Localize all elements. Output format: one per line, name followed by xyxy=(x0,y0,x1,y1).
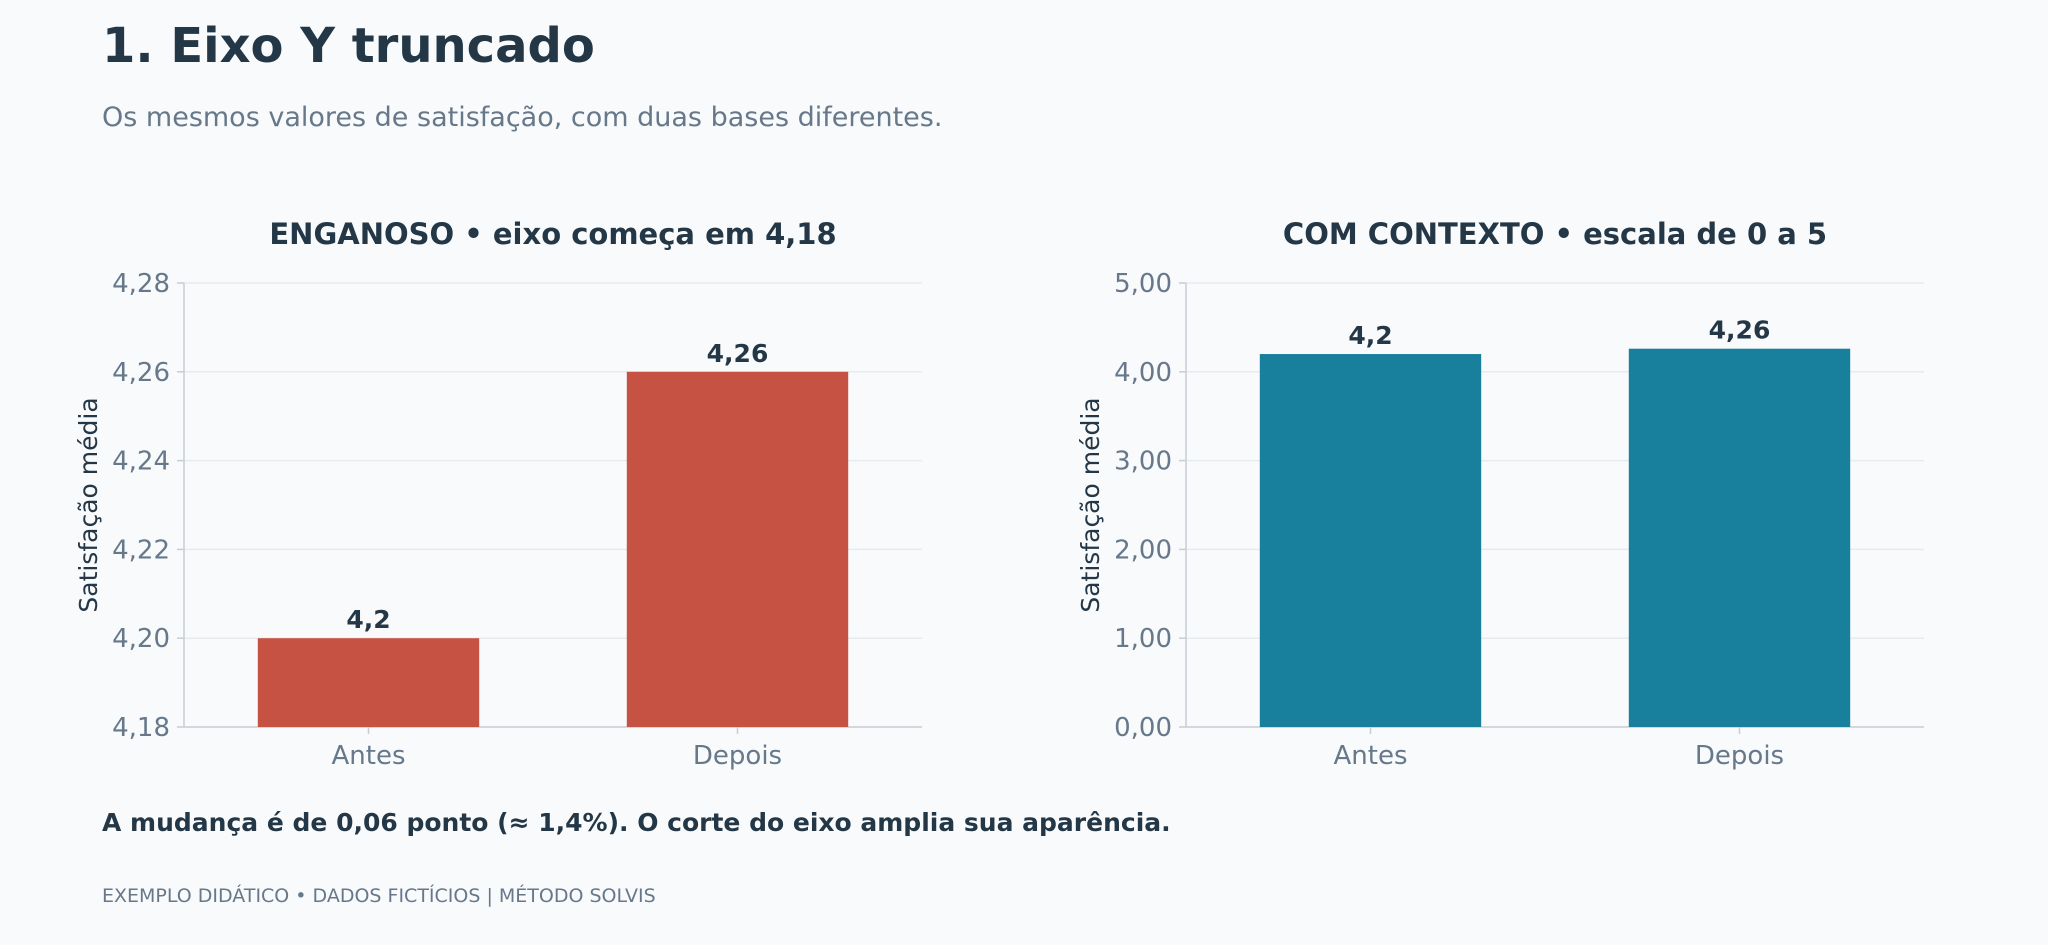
page-subtitle: Os mesmos valores de satisfação, com dua… xyxy=(102,102,943,133)
chart-title: COM CONTEXTO • escala de 0 a 5 xyxy=(1283,217,1827,251)
y-tick-label: 4,24 xyxy=(112,447,170,477)
footer-credit: EXEMPLO DIDÁTICO • DADOS FICTÍCIOS | MÉT… xyxy=(102,885,656,907)
page-title: 1. Eixo Y truncado xyxy=(102,18,595,74)
conclusion-note: A mudança é de 0,06 ponto (≈ 1,4%). O co… xyxy=(102,808,1171,837)
bar-value-label: 4,2 xyxy=(1348,321,1392,350)
bar-antes xyxy=(1259,354,1482,727)
y-tick-label: 5,00 xyxy=(1114,269,1172,299)
y-tick-label: 4,18 xyxy=(112,713,170,743)
y-tick-label: 4,20 xyxy=(112,624,170,654)
y-tick-label: 2,00 xyxy=(1114,535,1172,565)
bar-depois xyxy=(1628,348,1851,727)
x-tick-label: Depois xyxy=(693,741,782,771)
y-tick-label: 4,26 xyxy=(112,358,170,388)
y-tick-label: 4,28 xyxy=(112,269,170,299)
bar-depois xyxy=(626,371,849,727)
x-tick-label: Antes xyxy=(331,741,405,771)
bar-value-label: 4,2 xyxy=(346,605,390,634)
y-tick-label: 1,00 xyxy=(1114,624,1172,654)
y-tick-label: 0,00 xyxy=(1114,713,1172,743)
y-tick-label: 4,00 xyxy=(1114,358,1172,388)
bar-antes xyxy=(257,638,480,727)
y-axis-label: Satisfação média xyxy=(74,397,103,612)
y-tick-label: 3,00 xyxy=(1114,447,1172,477)
chart-title: ENGANOSO • eixo começa em 4,18 xyxy=(269,217,836,251)
y-tick-label: 4,22 xyxy=(112,535,170,565)
x-tick-label: Antes xyxy=(1333,741,1407,771)
y-axis-label: Satisfação média xyxy=(1076,397,1105,612)
bar-value-label: 4,26 xyxy=(1709,316,1771,345)
bar-value-label: 4,26 xyxy=(707,339,769,368)
x-tick-label: Depois xyxy=(1695,741,1784,771)
